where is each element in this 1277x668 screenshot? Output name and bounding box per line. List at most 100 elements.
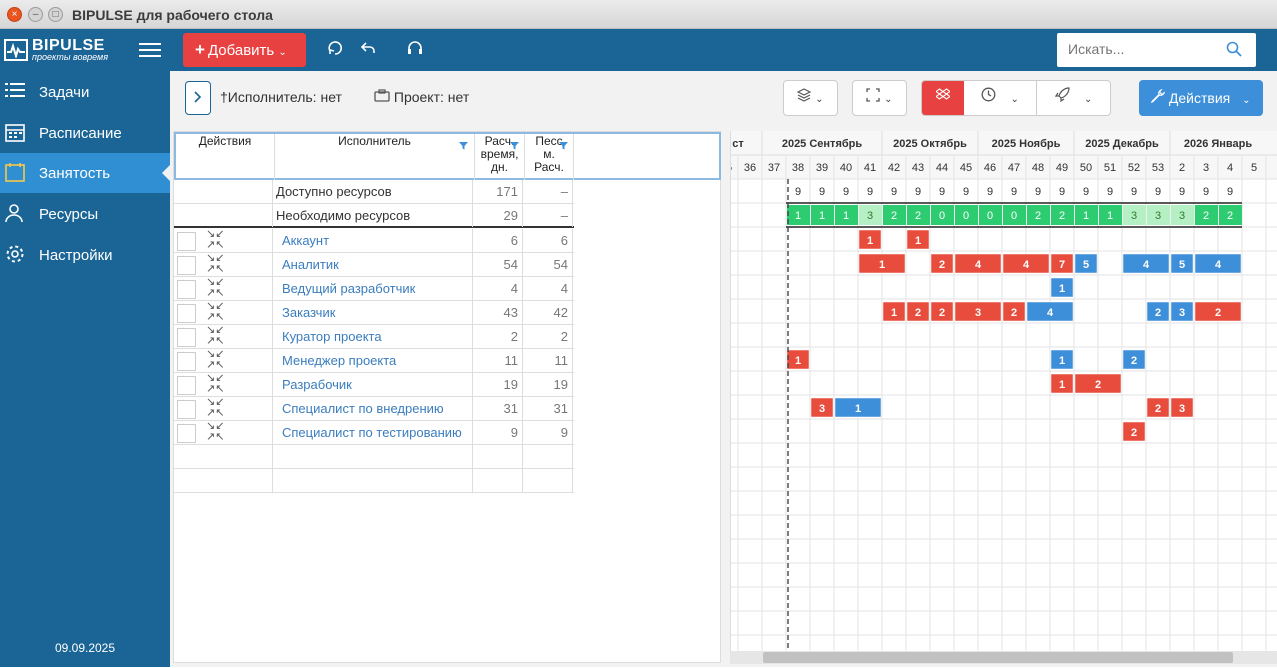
sidebar-item-label: Задачи bbox=[39, 84, 90, 101]
allocation-value: 1 bbox=[915, 235, 921, 247]
collapse-icon[interactable]: ↘↙ ↗↖ bbox=[206, 300, 225, 323]
allocation-value: 4 bbox=[975, 259, 982, 271]
filter-icon[interactable] bbox=[510, 141, 519, 150]
view-mode-time[interactable]: ⌄ bbox=[964, 81, 1037, 115]
scrollbar-thumb[interactable] bbox=[763, 652, 1233, 663]
row-checkbox[interactable] bbox=[177, 256, 196, 275]
headset-icon[interactable] bbox=[407, 40, 423, 61]
executor-link[interactable]: Специалист по внедрению bbox=[273, 397, 473, 420]
allocation-value: 2 bbox=[1131, 355, 1137, 367]
row-checkbox[interactable] bbox=[177, 352, 196, 371]
project-filter[interactable]: Проект: нет bbox=[374, 89, 469, 105]
allocation-bar bbox=[906, 229, 930, 250]
collapse-icon[interactable]: ↘↙ ↗↖ bbox=[206, 228, 225, 251]
executor-link[interactable]: Аккаунт bbox=[273, 229, 473, 252]
window-close-button[interactable]: × bbox=[7, 7, 22, 22]
required-value: 2 bbox=[915, 210, 921, 222]
refresh-icon[interactable] bbox=[327, 40, 343, 61]
window-minimize-button[interactable]: – bbox=[28, 7, 43, 22]
allocation-bar bbox=[1146, 301, 1170, 322]
undo-icon[interactable] bbox=[360, 40, 376, 61]
sidebar-item-tasks[interactable]: Задачи bbox=[0, 72, 170, 112]
expand-panel-button[interactable] bbox=[185, 81, 211, 115]
row-checkbox[interactable] bbox=[177, 304, 196, 323]
view-mode-group: ⌄ ⌄ bbox=[921, 80, 1111, 116]
view-mode-launch[interactable]: ⌄ bbox=[1037, 81, 1110, 115]
logo[interactable]: BIPULSE проекты вовремя bbox=[4, 37, 134, 64]
allocation-bar bbox=[786, 349, 810, 370]
summary-name: Доступно ресурсов bbox=[273, 180, 473, 203]
table-row: ↘↙ ↗↖ Менеджер проекта 11 11 bbox=[174, 349, 574, 373]
week-label: 46 bbox=[984, 162, 996, 174]
week-label: 37 bbox=[768, 162, 780, 174]
row-checkbox[interactable] bbox=[177, 232, 196, 251]
available-cell: 9 bbox=[891, 186, 897, 198]
allocation-value: 2 bbox=[939, 307, 945, 319]
header-actions[interactable]: Действия bbox=[176, 134, 275, 180]
week-label: 40 bbox=[840, 162, 852, 174]
collapse-icon[interactable]: ↘↙ ↗↖ bbox=[206, 372, 225, 395]
sidebar-item-occupancy[interactable]: Занятость bbox=[0, 153, 170, 193]
week-label: 39 bbox=[816, 162, 828, 174]
collapse-icon[interactable]: ↘↙ ↗↖ bbox=[206, 348, 225, 371]
sidebar-item-schedule[interactable]: Расписание bbox=[0, 113, 170, 153]
collapse-icon[interactable]: ↘↙ ↗↖ bbox=[206, 396, 225, 419]
required-value: 3 bbox=[1155, 210, 1161, 222]
window-maximize-button[interactable]: □ bbox=[48, 7, 63, 22]
project-filter-label: Проект: нет bbox=[393, 89, 470, 105]
collapse-icon[interactable]: ↘↙ ↗↖ bbox=[206, 276, 225, 299]
chevron-right-icon bbox=[194, 91, 202, 103]
filter-icon[interactable] bbox=[459, 141, 468, 150]
available-cell: 9 bbox=[939, 186, 945, 198]
search-icon[interactable] bbox=[1226, 41, 1242, 62]
executor-link[interactable]: Специалист по тестированию bbox=[273, 421, 473, 444]
chevron-down-icon: ⌄ bbox=[1010, 94, 1019, 105]
sidebar-item-settings[interactable]: Настройки bbox=[0, 235, 170, 275]
row-checkbox[interactable] bbox=[177, 280, 196, 299]
required-value: 3 bbox=[1179, 210, 1185, 222]
search-input[interactable] bbox=[1068, 33, 1228, 65]
header-calc-time-line: Расч. bbox=[484, 134, 515, 148]
dropbox-icon bbox=[935, 88, 951, 105]
executor-link[interactable]: Разрабочик bbox=[273, 373, 473, 396]
executor-link[interactable]: Куратор проекта bbox=[273, 325, 473, 348]
executor-filter[interactable]: †Исполнитель: нет bbox=[220, 89, 342, 105]
sidebar-item-resources[interactable]: Ресурсы bbox=[0, 194, 170, 234]
required-cell bbox=[1075, 205, 1098, 225]
table-row: ↘↙ ↗↖ Специалист по внедрению 31 31 bbox=[174, 397, 574, 421]
row-checkbox[interactable] bbox=[177, 376, 196, 395]
header-executor[interactable]: Исполнитель bbox=[275, 134, 475, 180]
header-pessimistic[interactable]: Песс м. Расч. bbox=[525, 134, 574, 180]
menu-toggle-icon[interactable] bbox=[139, 39, 161, 59]
allocation-value: 2 bbox=[939, 259, 945, 271]
week-label: 47 bbox=[1008, 162, 1020, 174]
row-checkbox[interactable] bbox=[177, 424, 196, 443]
week-label: 49 bbox=[1056, 162, 1068, 174]
required-cell bbox=[859, 205, 882, 225]
layers-dropdown[interactable]: ⌄ bbox=[783, 80, 838, 116]
executor-link[interactable]: Менеджер проекта bbox=[273, 349, 473, 372]
allocation-bar bbox=[1146, 397, 1170, 418]
row-checkbox[interactable] bbox=[177, 328, 196, 347]
actions-button[interactable]: Действия ⌄ bbox=[1139, 80, 1263, 116]
row-checkbox[interactable] bbox=[177, 400, 196, 419]
executor-link[interactable]: Ведущий разработчик bbox=[273, 277, 473, 300]
empty-cell bbox=[273, 445, 473, 468]
horizontal-scrollbar[interactable] bbox=[730, 651, 1277, 664]
fullscreen-dropdown[interactable]: ⌄ bbox=[852, 80, 907, 116]
collapse-icon[interactable]: ↘↙ ↗↖ bbox=[206, 324, 225, 347]
filter-icon[interactable] bbox=[559, 141, 568, 150]
table-row: ↘↙ ↗↖ Специалист по тестированию 9 9 bbox=[174, 421, 574, 445]
collapse-icon[interactable]: ↘↙ ↗↖ bbox=[206, 252, 225, 275]
layers-icon bbox=[797, 88, 812, 105]
collapse-icon[interactable]: ↘↙ ↗↖ bbox=[206, 420, 225, 443]
header-calc-time-line: время, bbox=[480, 147, 519, 161]
view-mode-resources[interactable] bbox=[922, 81, 964, 115]
executor-link[interactable]: Аналитик bbox=[273, 253, 473, 276]
add-button[interactable]: + Добавить ⌄ bbox=[183, 33, 306, 67]
available-cell: 9 bbox=[1203, 186, 1209, 198]
actions-cell: ↘↙ ↗↖ bbox=[174, 277, 273, 300]
header-calc-time[interactable]: Расч. время, дн. bbox=[475, 134, 525, 180]
executor-link[interactable]: Заказчик bbox=[273, 301, 473, 324]
required-cell bbox=[1219, 205, 1242, 225]
